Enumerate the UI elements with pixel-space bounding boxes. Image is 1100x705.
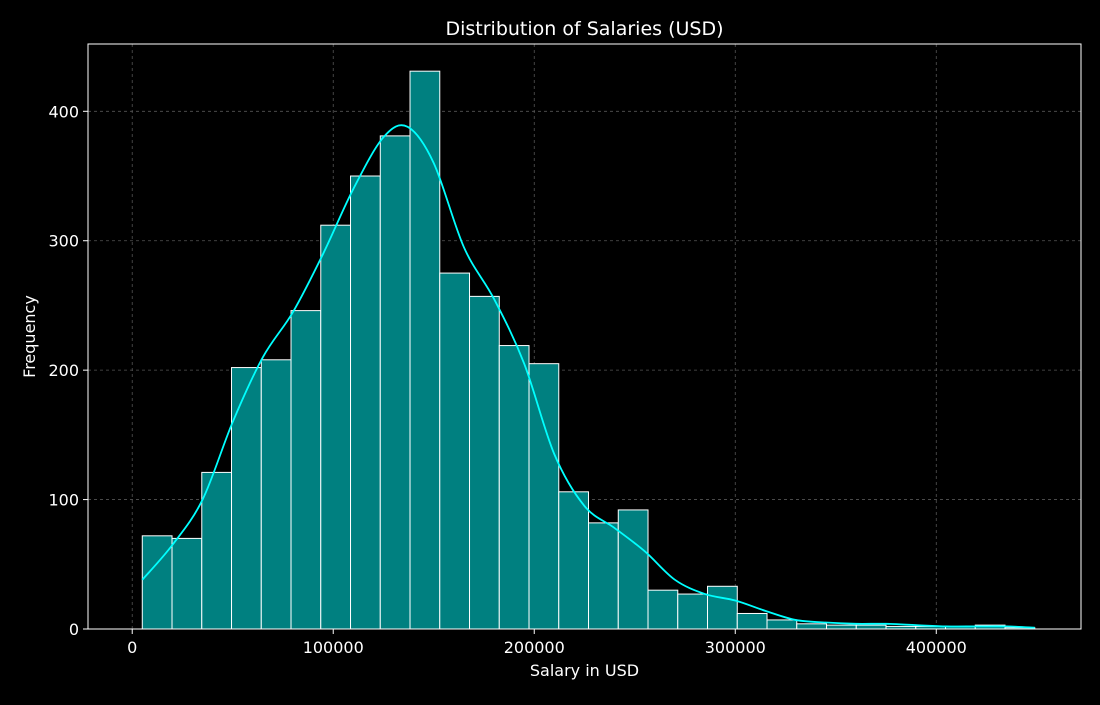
histogram-bar [290,310,322,630]
histogram-bar [469,295,500,630]
y-tick-label: 300 [48,232,79,251]
bars-layer [141,70,1036,630]
histogram-bar [201,471,233,630]
histogram-bar [796,623,828,630]
histogram-bar [439,272,471,630]
plot-frame [87,43,1082,630]
y-axis-label: Frequency [20,295,39,378]
histogram-bar [379,135,411,630]
histogram-bar [558,491,590,630]
histogram-bar [677,593,709,630]
y-tick-label: 0 [69,620,79,639]
x-axis-label: Salary in USD [530,661,639,680]
histogram-bar [707,585,738,630]
histogram-bar [320,224,352,630]
histogram-bar [171,537,203,630]
histogram-bar [826,624,857,630]
x-tick-label: 0 [127,638,137,657]
histogram-bar [260,359,292,630]
y-tick-label: 400 [48,102,79,121]
histogram-bar [647,589,679,630]
x-tick-label: 300000 [705,638,766,657]
chart-title: Distribution of Salaries (USD) [445,18,723,40]
histogram-bar [766,619,798,630]
x-tick-label: 100000 [303,638,364,657]
histogram-bar [350,175,381,630]
x-tick-label: 200000 [504,638,565,657]
x-tick-label: 400000 [906,638,967,657]
histogram-bar [588,522,619,630]
histogram-bar [528,363,560,630]
histogram-bar [736,612,768,630]
histogram-bar [409,70,441,630]
kde-layer [141,124,1035,629]
y-tick-label: 100 [48,491,79,510]
histogram-bar [855,624,887,630]
ticks-layer: 0 100000 200000 300000 400000 0 100 200 300 400 [48,102,966,657]
histogram-bar [231,367,262,630]
y-tick-label: 200 [48,361,79,380]
histogram-bar [498,345,530,630]
histogram-bar [617,509,649,630]
kde-line [141,124,1035,629]
